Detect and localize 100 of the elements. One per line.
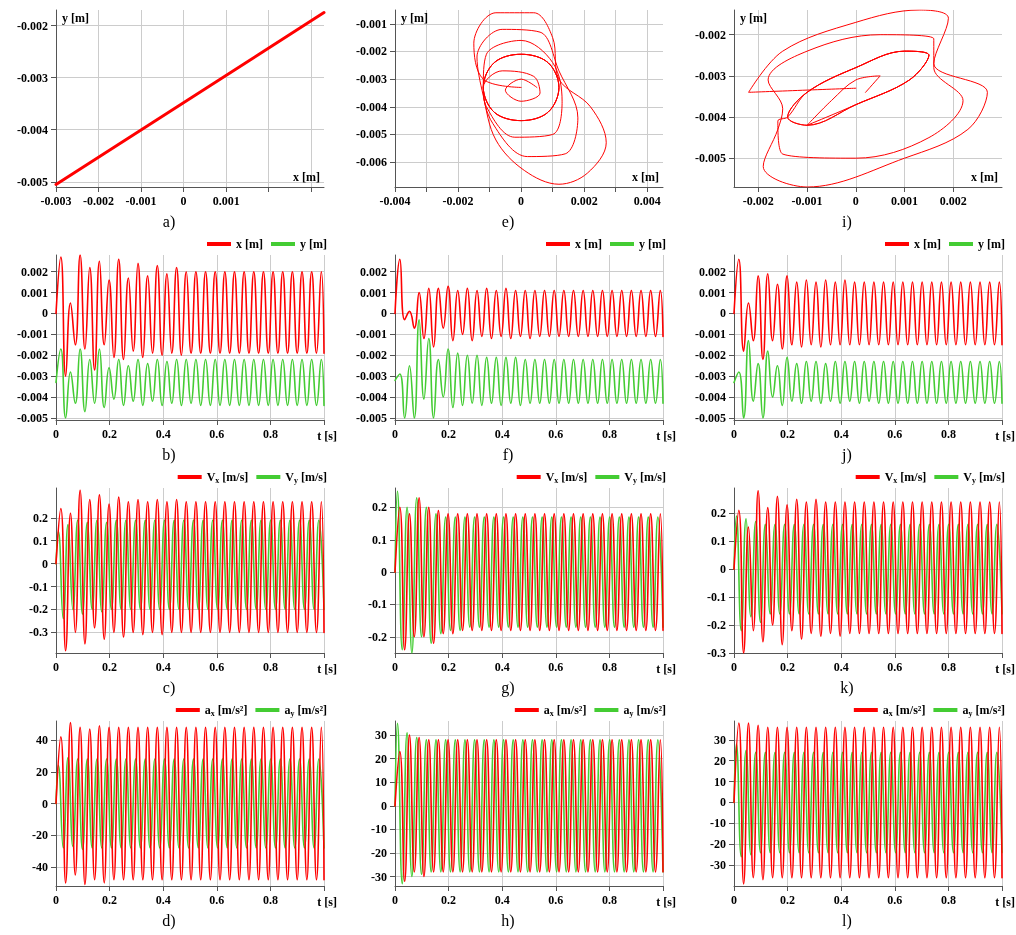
y-tick-label: -30	[371, 869, 387, 884]
y-tick-label: -0.2	[707, 618, 726, 633]
line-series	[55, 254, 325, 377]
x-tick-label: 0.4	[833, 893, 849, 907]
text: i)	[842, 212, 852, 231]
x-axis-title: t [s]	[317, 429, 338, 443]
y-tick-label: -0.004	[17, 390, 48, 405]
x-tick-label: 0.8	[940, 660, 956, 674]
y-tick-label: -0.003	[695, 68, 726, 83]
x-tick-label: 0.4	[494, 660, 510, 674]
y-tick-label: -0.005	[17, 410, 48, 425]
y-tick-label: -0.004	[695, 110, 726, 125]
y-tick-label: 0	[720, 795, 726, 810]
line-series	[55, 519, 325, 620]
text: a)	[162, 212, 176, 231]
x-tick-label: 0.2	[441, 660, 457, 674]
x-tick-label: 0	[180, 194, 187, 208]
x-tick-label: 0.4	[155, 427, 171, 441]
x-tick-label: 0	[53, 427, 59, 441]
x-tick-label: -0.001	[791, 194, 823, 208]
text: l)	[842, 911, 852, 930]
y-axis-title: y [m]	[401, 11, 428, 25]
x-tick-label: 0.4	[155, 893, 171, 907]
x-axis-title: t [s]	[656, 895, 677, 909]
x-tick-label: 0.8	[940, 427, 956, 441]
x-tick-label: 0.2	[102, 660, 118, 674]
x-tick-label: -0.002	[83, 194, 115, 208]
y-tick-label: 0	[42, 556, 48, 571]
y-tick-label: 0.002	[21, 264, 48, 279]
x-tick-label: -0.002	[742, 194, 774, 208]
x-tick-label: 0.6	[548, 427, 564, 441]
y-tick-label: 0.001	[360, 285, 387, 300]
line-series	[473, 12, 607, 185]
y-tick-label: 0.2	[711, 506, 726, 521]
y-tick-label: 0.001	[21, 285, 48, 300]
y-tick-label: -0.006	[356, 155, 387, 170]
y-tick-label: 0	[381, 565, 387, 580]
y-tick-label: 0.1	[33, 533, 48, 548]
y-tick-label: -0.003	[17, 70, 48, 85]
x-tick-label: 0.2	[102, 893, 118, 907]
x-tick-label: 0.2	[102, 427, 118, 441]
x-tick-label: 0.8	[601, 427, 617, 441]
y-tick-label: -0.001	[356, 327, 387, 342]
line-series	[733, 515, 1003, 632]
x-tick-label: -0.002	[442, 194, 474, 208]
x-axis-title: x [m]	[293, 170, 321, 184]
y-tick-label: -30	[710, 858, 726, 873]
x-tick-label: 0.4	[833, 660, 849, 674]
x-tick-label: 0.4	[494, 893, 510, 907]
x-axis-title: x [m]	[632, 170, 660, 184]
line-series	[733, 258, 1003, 361]
y-tick-label: -0.002	[356, 44, 387, 59]
x-tick-label: 0.6	[209, 427, 225, 441]
x-tick-label: 0	[731, 660, 737, 674]
y-tick-label: -0.2	[368, 629, 387, 644]
y-tick-label: 0.002	[360, 264, 387, 279]
y-tick-label: -0.2	[29, 602, 48, 617]
y-tick-label: -0.005	[356, 127, 387, 142]
x-tick-label: 0.4	[833, 427, 849, 441]
y-tick-label: 40	[36, 733, 48, 748]
y-tick-label: -0.001	[695, 327, 726, 342]
x-tick-label: 0.6	[209, 660, 225, 674]
y-tick-label: -0.3	[707, 646, 726, 660]
y-tick-label: -10	[371, 822, 387, 837]
y-tick-label: 0	[42, 796, 48, 811]
y-tick-label: -0.002	[17, 348, 48, 363]
y-tick-label: -20	[32, 828, 48, 843]
x-tick-label: 0.8	[262, 893, 278, 907]
y-tick-label: 10	[375, 775, 387, 790]
x-tick-label: 0	[852, 194, 859, 208]
x-tick-label: 0.4	[494, 427, 510, 441]
y-tick-label: 0	[720, 562, 726, 577]
line-series	[55, 756, 325, 851]
x-tick-label: 0.8	[262, 427, 278, 441]
x-tick-label: 0.8	[262, 660, 278, 674]
text: k)	[840, 678, 854, 697]
y-tick-label: -0.002	[695, 27, 726, 42]
x-axis-title: t [s]	[317, 662, 338, 676]
line-series	[733, 743, 1003, 858]
x-tick-label: 0.4	[155, 660, 171, 674]
x-tick-label: 0	[53, 660, 59, 674]
y-tick-label: -0.1	[707, 590, 726, 605]
y-tick-label: 10	[714, 774, 726, 789]
x-tick-label: 0.002	[570, 194, 598, 208]
x-tick-label: 0	[731, 893, 737, 907]
y-tick-label: -0.005	[695, 151, 726, 166]
x-axis-title: x [m]	[971, 170, 999, 184]
y-tick-label: -0.004	[356, 99, 387, 114]
x-tick-label: 0	[53, 893, 59, 907]
y-tick-label: 0.1	[372, 532, 387, 547]
x-tick-label: 0.2	[441, 893, 457, 907]
x-tick-label: 0.001	[891, 194, 919, 208]
y-tick-label: -0.004	[17, 122, 48, 137]
x-tick-label: 0.8	[601, 660, 617, 674]
line-series	[394, 258, 664, 348]
y-tick-label: -0.002	[356, 348, 387, 363]
x-tick-label: 0.6	[209, 893, 225, 907]
y-tick-label: 30	[375, 728, 387, 743]
y-tick-label: 30	[714, 732, 726, 747]
x-axis-title: t [s]	[656, 662, 677, 676]
